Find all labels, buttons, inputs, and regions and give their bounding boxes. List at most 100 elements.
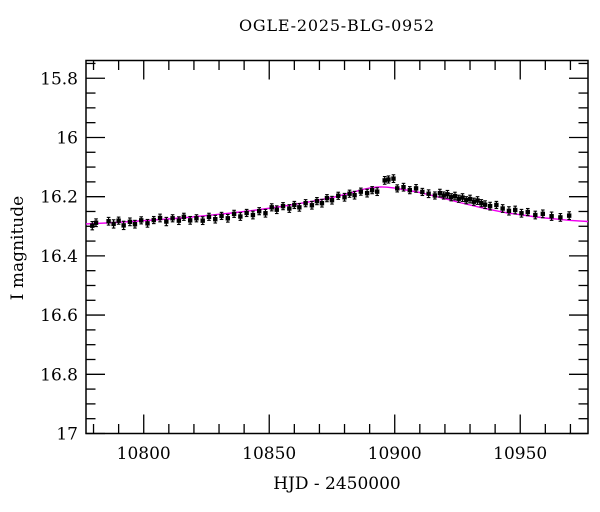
point-marker (352, 192, 357, 198)
data-points-layer (90, 174, 572, 231)
data-point (386, 175, 391, 184)
point-marker (540, 211, 546, 217)
point-marker (145, 221, 150, 226)
y-tick-label: 16.4 (40, 247, 78, 267)
data-point (464, 196, 469, 205)
point-marker (157, 215, 163, 221)
y-axis-label: I magnitude (8, 196, 28, 300)
data-point (566, 211, 572, 221)
plot-frame-layer (85, 59, 589, 435)
data-point (475, 196, 480, 205)
point-marker (244, 210, 249, 216)
point-marker (303, 200, 308, 206)
point-marker (127, 219, 133, 225)
data-point (151, 215, 156, 225)
data-point (342, 192, 347, 202)
data-point (200, 216, 205, 226)
point-marker (471, 199, 476, 204)
data-point (395, 184, 400, 193)
data-point (292, 200, 297, 210)
data-point (456, 194, 461, 203)
data-point (437, 188, 443, 198)
data-point (347, 189, 352, 198)
data-point (413, 183, 419, 193)
point-marker (213, 216, 218, 222)
data-point (206, 212, 212, 221)
point-marker (420, 189, 425, 195)
point-marker (407, 187, 412, 193)
data-point (181, 212, 187, 221)
point-marker (347, 191, 352, 196)
point-marker (342, 195, 347, 200)
data-point (106, 216, 111, 226)
point-marker (116, 218, 121, 223)
point-marker (467, 196, 473, 202)
point-marker (533, 212, 538, 218)
data-point (500, 204, 505, 213)
point-marker (432, 193, 438, 198)
point-marker (413, 186, 419, 191)
data-point (256, 207, 262, 216)
data-point (238, 212, 243, 221)
point-marker (336, 193, 341, 198)
point-marker (292, 202, 297, 208)
point-marker (500, 206, 505, 211)
point-marker (176, 218, 182, 223)
point-marker (395, 186, 400, 191)
data-point (303, 199, 308, 208)
point-marker (506, 208, 512, 214)
data-point (297, 202, 302, 212)
point-marker (525, 209, 530, 215)
point-marker (269, 205, 274, 210)
point-marker (139, 218, 144, 223)
point-marker (206, 214, 212, 220)
data-point (369, 186, 375, 195)
point-marker (231, 211, 237, 217)
data-point (170, 214, 175, 223)
point-marker (164, 219, 169, 224)
data-point (176, 216, 182, 226)
point-marker (460, 195, 465, 200)
data-point (364, 188, 370, 198)
data-point (145, 218, 150, 228)
data-point (426, 189, 431, 199)
point-marker (151, 217, 156, 223)
point-marker (121, 223, 126, 228)
point-marker (324, 195, 330, 201)
x-tick-label: 10900 (368, 444, 422, 464)
data-point (540, 209, 546, 219)
y-tick-label: 17 (56, 425, 78, 445)
y-tick-label: 16 (56, 128, 78, 148)
data-point (213, 214, 218, 224)
data-point (269, 203, 274, 212)
data-point (506, 206, 512, 216)
data-point (287, 204, 292, 213)
data-point (352, 190, 357, 200)
x-tick-label: 10800 (117, 444, 171, 464)
data-point (121, 220, 126, 231)
y-tick-label: 16.2 (40, 188, 78, 208)
data-point (467, 194, 473, 204)
point-marker (479, 200, 484, 206)
point-marker (482, 202, 488, 207)
point-marker (445, 192, 450, 197)
point-marker (441, 193, 446, 198)
point-marker (452, 193, 458, 199)
point-marker (475, 198, 480, 203)
point-marker (456, 196, 461, 201)
data-point (449, 193, 454, 202)
data-point (93, 218, 99, 228)
point-marker (487, 203, 493, 209)
data-point (441, 191, 446, 200)
x-axis-label: HJD - 2450000 (273, 474, 401, 494)
point-marker (437, 190, 443, 196)
data-point (111, 219, 116, 229)
point-marker (106, 219, 111, 224)
data-point (324, 194, 330, 203)
data-point (139, 216, 144, 225)
y-tick-label: 15.8 (40, 69, 78, 89)
data-point (309, 200, 315, 210)
x-tick-label: 10850 (242, 444, 296, 464)
point-marker (426, 191, 431, 196)
